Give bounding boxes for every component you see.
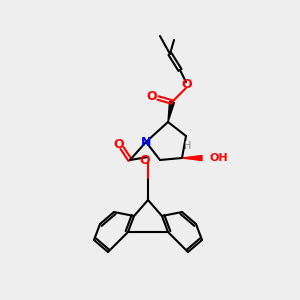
Text: O: O	[114, 137, 124, 151]
Text: H: H	[184, 141, 192, 151]
Text: N: N	[141, 136, 151, 148]
Polygon shape	[182, 155, 202, 160]
Text: O: O	[182, 77, 192, 91]
Polygon shape	[168, 101, 175, 122]
Text: O: O	[140, 154, 150, 167]
Text: OH: OH	[210, 153, 229, 163]
Text: O: O	[147, 89, 157, 103]
